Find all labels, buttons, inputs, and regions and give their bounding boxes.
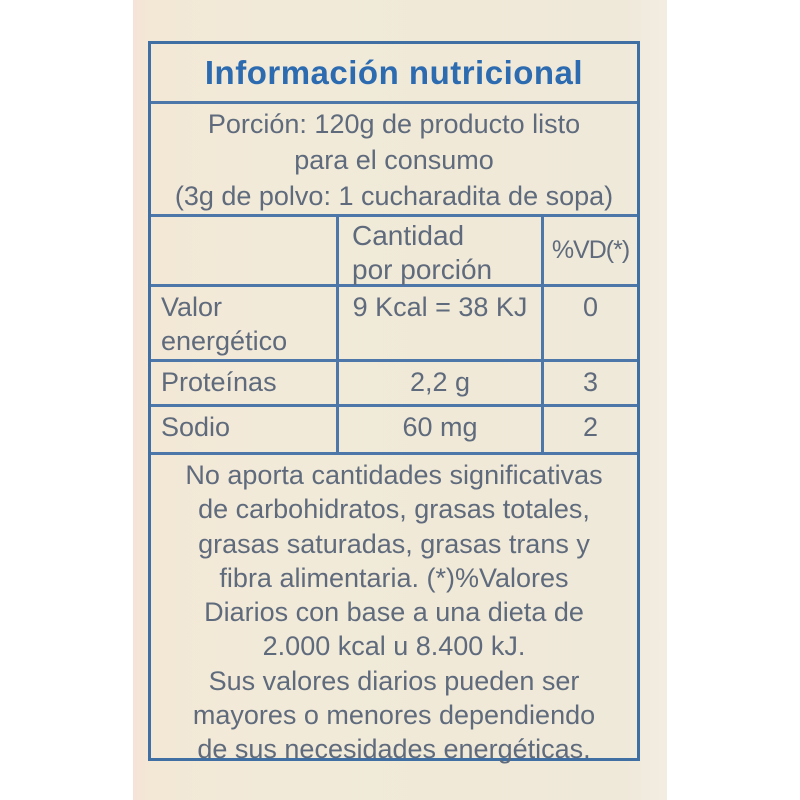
nutrient-name: Valor energético xyxy=(161,292,288,356)
label-title: Información nutricional xyxy=(204,53,584,91)
table-header-row: Cantidad por porción %VD(*) xyxy=(151,217,637,287)
nutrient-name: Sodio xyxy=(161,412,231,442)
nutrient-amount: 9 Kcal = 38 KJ xyxy=(336,287,541,359)
nutrient-name: Proteínas xyxy=(161,367,277,397)
table-row-energy: Valor energético 9 Kcal = 38 KJ 0 xyxy=(151,287,637,362)
table-row-sodium: Sodio 60 mg 2 xyxy=(151,407,637,455)
nutrient-amount: 2,2 g xyxy=(336,362,541,404)
table-row-protein: Proteínas 2,2 g 3 xyxy=(151,362,637,407)
nutrition-facts-label: Información nutricional Porción: 120g de… xyxy=(148,41,640,764)
label-header: Información nutricional xyxy=(151,44,637,104)
portion-text: Porción: 120g de producto listo para el … xyxy=(151,104,637,217)
footnote-text: No aporta cantidades significativas de c… xyxy=(185,460,603,765)
header-amount-per-portion: Cantidad por porción xyxy=(336,217,541,287)
nutrient-dv: 3 xyxy=(541,362,637,404)
header-empty-cell xyxy=(151,217,336,287)
nutrient-amount: 60 mg xyxy=(336,407,541,452)
nutrient-dv: 2 xyxy=(541,407,637,452)
packaging-photo-background: Información nutricional Porción: 120g de… xyxy=(133,0,667,800)
header-daily-value: %VD(*) xyxy=(541,217,637,287)
nutrition-table: Cantidad por porción %VD(*) Valor energé… xyxy=(151,217,637,455)
nutrient-dv: 0 xyxy=(541,287,637,359)
